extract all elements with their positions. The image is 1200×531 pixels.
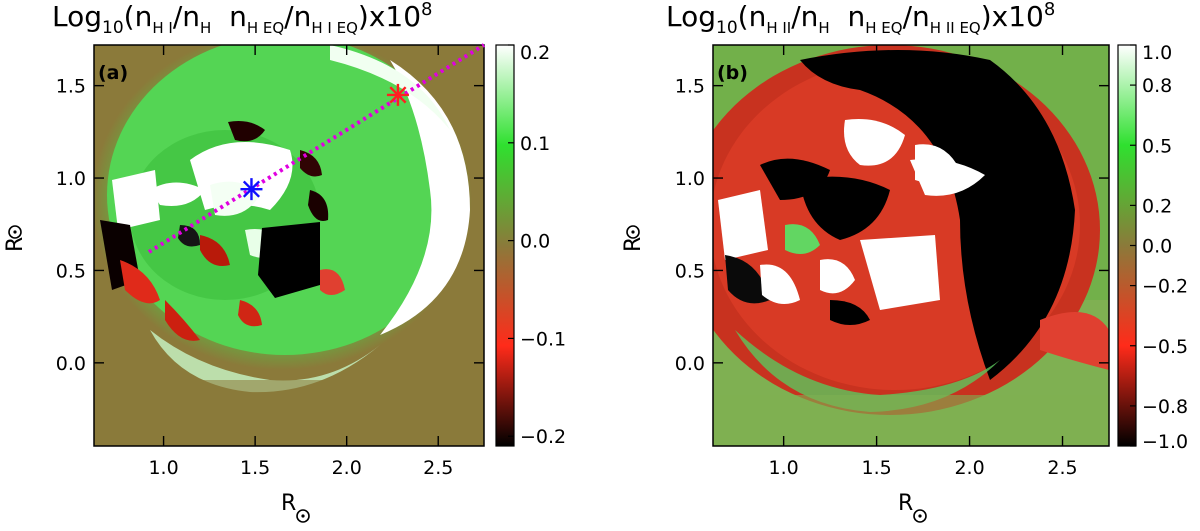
y-tick-label: 1.0 xyxy=(675,168,705,190)
colorbar-tick-label: 0.5 xyxy=(1142,135,1172,157)
markers-a xyxy=(240,83,409,201)
marker-blue-asterisk xyxy=(240,178,263,201)
panel-a: (a) Log10(nH I/nH nH EQ/nH I EQ)x108 R R… xyxy=(3,0,566,523)
x-tick-label: 1.5 xyxy=(240,457,270,479)
plot-frame-a xyxy=(93,44,485,447)
y-tick-label: 0.5 xyxy=(675,260,705,282)
y-tick-label: 1.5 xyxy=(56,76,86,98)
panel-b: (b) Log10(nH II/nH nH EQ/nH II EQ)x108 R… xyxy=(621,0,1188,523)
x-axis-label-b: R xyxy=(898,491,927,523)
y-tick-label: 0.0 xyxy=(675,353,705,375)
dotted-line xyxy=(147,43,486,254)
heatmap-a xyxy=(94,45,484,446)
colorbar-tick-label: 0.1 xyxy=(520,133,550,155)
colorbar-a xyxy=(495,44,515,447)
x-tick-label: 1.0 xyxy=(769,457,799,479)
colorbar-tick-label: −0.1 xyxy=(520,328,566,350)
marker-red-asterisk xyxy=(386,83,409,106)
y-axis-label-b: R xyxy=(621,225,646,252)
x-axis-label-a: R xyxy=(281,491,310,523)
svg-text:R: R xyxy=(3,237,28,252)
colorbar-tick-label: 0.8 xyxy=(1142,75,1172,97)
y-axis-label-a: R xyxy=(3,225,28,252)
panel-label-a: (a) xyxy=(98,62,128,84)
colorbar-tick-label: 1.0 xyxy=(1142,42,1172,64)
ticks-a: 1.0 1.5 2.0 2.5 0.0 0.5 1.0 1.5 xyxy=(56,45,484,479)
x-tick-label: 2.5 xyxy=(1047,457,1077,479)
colorbar-tick-label: −0.2 xyxy=(520,426,566,448)
title-a: Log10(nH I/nH nH EQ/nH I EQ)x108 xyxy=(52,0,432,38)
ticks-b: 1.0 1.5 2.0 2.5 0.0 0.5 1.0 1.5 xyxy=(675,45,1109,479)
colorbar-tick-label: 0.2 xyxy=(1142,195,1172,217)
svg-text:R: R xyxy=(281,491,296,516)
colorbar-tick-label: 0.0 xyxy=(520,231,550,253)
svg-text:R: R xyxy=(898,491,913,516)
colorbar-tick-label: −0.5 xyxy=(1142,336,1188,358)
colorbar-tick-label: −0.2 xyxy=(1142,276,1188,298)
x-tick-label: 1.5 xyxy=(861,457,891,479)
colorbar-ticks-b: 1.0 0.8 0.5 0.2 0.0 −0.2 −0.5 −0.8 −1.0 xyxy=(1130,42,1188,453)
colorbar-ticks-a: 0.2 0.1 0.0 −0.1 −0.2 xyxy=(508,42,566,448)
y-tick-label: 1.5 xyxy=(675,76,705,98)
x-tick-label: 2.0 xyxy=(332,457,362,479)
colorbar-tick-label: −1.0 xyxy=(1142,431,1188,453)
colorbar-tick-label: −0.8 xyxy=(1142,396,1188,418)
heatmap-b xyxy=(713,45,1109,446)
x-tick-label: 2.5 xyxy=(423,457,453,479)
svg-text:R: R xyxy=(621,237,646,252)
colorbar-tick-label: 0.2 xyxy=(520,42,550,64)
y-tick-label: 0.5 xyxy=(56,260,86,282)
x-tick-label: 1.0 xyxy=(148,457,178,479)
x-tick-label: 2.0 xyxy=(954,457,984,479)
colorbar-tick-label: 0.0 xyxy=(1142,236,1172,258)
y-tick-label: 0.0 xyxy=(56,353,86,375)
title-b: Log10(nH II/nH nH EQ/nH II EQ)x108 xyxy=(666,0,1055,38)
panel-label-b: (b) xyxy=(717,62,748,84)
y-tick-label: 1.0 xyxy=(56,168,86,190)
plot-frame-b xyxy=(712,44,1110,447)
